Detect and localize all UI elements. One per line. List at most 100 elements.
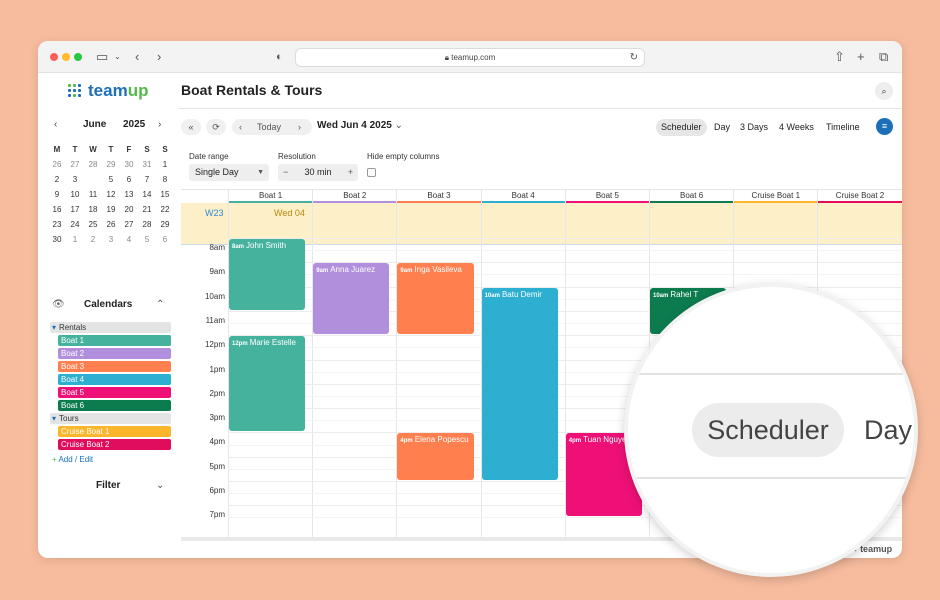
calendar-item[interactable]: Boat 1: [58, 335, 171, 346]
calendar-item[interactable]: Boat 4: [58, 374, 171, 385]
next-month-icon[interactable]: ›: [158, 119, 162, 130]
view-4-weeks[interactable]: 4 Weeks: [779, 122, 814, 132]
mini-day[interactable]: 2: [90, 235, 96, 244]
reload-icon[interactable]: ↻: [629, 52, 638, 63]
close-window-button[interactable]: [50, 53, 58, 61]
resolution-stepper[interactable]: − 30 min +: [278, 164, 358, 181]
selected-day[interactable]: 4: [84, 172, 102, 187]
mini-day[interactable]: 13: [124, 190, 134, 199]
address-bar[interactable]: 🔒︎ teamup.com ↻: [295, 48, 645, 67]
mini-day[interactable]: 6: [126, 175, 132, 184]
mini-day[interactable]: 8: [162, 175, 168, 184]
chevron-down-icon[interactable]: ⌄: [114, 52, 121, 61]
mini-day[interactable]: 29: [160, 220, 170, 229]
zoom-window-button[interactable]: [74, 53, 82, 61]
calendar-group-tours[interactable]: Tours: [50, 413, 171, 424]
mini-day[interactable]: 26: [52, 160, 62, 169]
mini-day[interactable]: 24: [70, 220, 80, 229]
mini-day[interactable]: 5: [144, 235, 150, 244]
collapse-sidebar-button[interactable]: «: [181, 119, 201, 135]
mini-day[interactable]: 4: [126, 235, 132, 244]
refresh-button[interactable]: ⟳: [206, 119, 226, 135]
mini-day[interactable]: 22: [160, 205, 170, 214]
mini-day[interactable]: 15: [160, 190, 170, 199]
mini-day[interactable]: 7: [144, 175, 150, 184]
sidebar-icon[interactable]: ▭: [96, 49, 109, 64]
event-block[interactable]: 9am Anna Juarez: [313, 263, 390, 335]
plus-icon[interactable]: +: [857, 49, 865, 64]
add-edit-link[interactable]: + Add / Edit: [52, 455, 93, 464]
column-header[interactable]: Cruise Boat 2: [817, 190, 902, 203]
mini-day[interactable]: 1: [72, 235, 78, 244]
mini-day[interactable]: 9: [54, 190, 60, 199]
mini-day[interactable]: 18: [88, 205, 98, 214]
hide-empty-checkbox[interactable]: [367, 168, 376, 177]
mini-day[interactable]: 20: [124, 205, 134, 214]
plus-icon[interactable]: +: [347, 167, 353, 177]
mini-day[interactable]: 2: [54, 175, 60, 184]
view-3-days[interactable]: 3 Days: [740, 122, 769, 132]
back-icon[interactable]: ‹: [135, 49, 140, 64]
mini-year[interactable]: 2025: [123, 119, 146, 130]
mini-day[interactable]: 28: [142, 220, 152, 229]
today-button[interactable]: Today: [257, 122, 282, 132]
column-header[interactable]: Boat 4: [480, 190, 565, 203]
menu-button[interactable]: ≡: [876, 118, 893, 135]
date-range-select[interactable]: Single Day ▼: [189, 164, 269, 181]
mini-day[interactable]: 14: [142, 190, 152, 199]
shield-icon[interactable]: ◐: [276, 51, 283, 63]
mini-day[interactable]: 16: [52, 205, 62, 214]
event-block[interactable]: 8am John Smith: [229, 239, 306, 310]
mini-day[interactable]: 19: [106, 205, 116, 214]
calendar-group-rentals[interactable]: Rentals: [50, 322, 171, 333]
mini-day[interactable]: 25: [88, 220, 98, 229]
next-day-icon[interactable]: ›: [298, 122, 301, 132]
calendar-item[interactable]: Boat 2: [58, 348, 171, 359]
mini-day[interactable]: 26: [106, 220, 116, 229]
calendar-item[interactable]: Cruise Boat 1: [58, 426, 171, 437]
column-header[interactable]: Boat 2: [312, 190, 397, 203]
mini-day[interactable]: 27: [70, 160, 80, 169]
column-header[interactable]: Cruise Boat 1: [733, 190, 818, 203]
calendar-item[interactable]: Boat 5: [58, 387, 171, 398]
view-day[interactable]: Day: [714, 122, 731, 132]
column-header[interactable]: Boat 6: [649, 190, 734, 203]
filter-header[interactable]: Filter ⌄: [96, 480, 166, 491]
mini-month[interactable]: June: [83, 119, 107, 130]
mini-day[interactable]: 3: [72, 175, 78, 184]
forward-icon[interactable]: ›: [157, 49, 162, 64]
prev-day-icon[interactable]: ‹: [239, 122, 242, 132]
column-header[interactable]: Boat 1: [228, 190, 313, 203]
eye-icon[interactable]: 👁︎: [52, 299, 65, 310]
event-block[interactable]: 12pm Marie Estelle: [229, 336, 306, 432]
column-header[interactable]: Boat 3: [396, 190, 481, 203]
mini-day[interactable]: 17: [70, 205, 80, 214]
mini-day[interactable]: 11: [88, 190, 98, 199]
share-icon[interactable]: ⇧: [834, 49, 845, 64]
week-number[interactable]: W23: [205, 208, 224, 218]
view-timeline[interactable]: Timeline: [826, 122, 860, 132]
calendar-item[interactable]: Cruise Boat 2: [58, 439, 171, 450]
mini-day[interactable]: 27: [124, 220, 134, 229]
mini-day[interactable]: 21: [142, 205, 152, 214]
mini-day[interactable]: 5: [108, 175, 114, 184]
mini-day[interactable]: 3: [108, 235, 114, 244]
minimize-window-button[interactable]: [62, 53, 70, 61]
mini-day[interactable]: 23: [52, 220, 62, 229]
mini-day[interactable]: 1: [162, 160, 168, 169]
current-date[interactable]: Wed Jun 4 2025 ⌄: [317, 120, 403, 131]
mini-day[interactable]: 29: [106, 160, 116, 169]
event-block[interactable]: 10am Batu Demir: [481, 287, 558, 480]
mini-day[interactable]: 12: [106, 190, 116, 199]
calendar-item[interactable]: Boat 6: [58, 400, 171, 411]
view-scheduler[interactable]: Scheduler: [656, 119, 707, 136]
horizontal-scrollbar[interactable]: [181, 537, 902, 541]
mini-day[interactable]: 6: [162, 235, 168, 244]
minus-icon[interactable]: −: [283, 167, 289, 177]
calendar-item[interactable]: Boat 3: [58, 361, 171, 372]
mini-day[interactable]: 28: [88, 160, 98, 169]
tabs-icon[interactable]: ⧉: [879, 49, 889, 64]
chevron-up-icon[interactable]: ⌃: [156, 299, 165, 310]
mini-day[interactable]: 31: [142, 160, 152, 169]
mini-day[interactable]: 30: [52, 235, 62, 244]
